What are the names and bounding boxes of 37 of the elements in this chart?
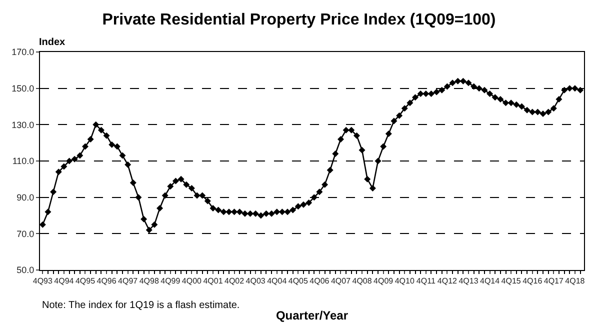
x-tick-label: 4Q10: [394, 276, 415, 286]
x-tick-label: 4Q03: [246, 276, 266, 286]
x-tick-label: 4Q93: [32, 276, 53, 286]
y-tick-label: 150.0: [12, 83, 34, 94]
x-tick-label: 4Q97: [118, 276, 138, 286]
x-tick-label: 4Q09: [374, 276, 394, 286]
chart-title: Private Residential Property Price Index (1Q09=100): [102, 11, 496, 28]
text: Note: The index for 1Q19 is a flash estimate.: [42, 300, 240, 311]
x-tick-label: 4Q17: [544, 276, 564, 286]
x-tick-label: 4Q98: [139, 276, 160, 286]
x-tick-label: 4Q02: [224, 276, 245, 286]
x-axis-title: Quarter/Year: [276, 308, 348, 322]
y-axis-title: Index: [39, 37, 66, 48]
y-tick-label: 50.0: [16, 265, 34, 276]
x-tick-label: 4Q94: [54, 276, 74, 286]
x-tick-label: 4Q14: [480, 276, 500, 286]
y-tick-label: 110.0: [12, 156, 34, 166]
x-tick-label: 4Q12: [437, 276, 458, 286]
x-tick-label: 4Q13: [458, 276, 479, 286]
x-tick-label: 4Q06: [310, 276, 330, 286]
x-tick-label: 4Q05: [288, 276, 308, 286]
x-tick-label: 4Q08: [352, 276, 372, 286]
x-tick-label: 4Q99: [160, 276, 181, 286]
y-tick-label: 70.0: [16, 228, 34, 239]
x-tick-label: 4Q15: [501, 276, 522, 286]
x-tick-label: 4Q18: [565, 276, 586, 286]
x-tick-label: 4Q16: [522, 276, 543, 286]
x-tick-label: 4Q11: [416, 276, 436, 286]
x-tick-label: 4Q07: [330, 276, 352, 286]
x-tick-label: 4Q04: [267, 276, 288, 286]
x-tick-label: 4Q01: [203, 276, 224, 286]
y-tick-label: 170.0: [12, 47, 34, 58]
y-tick-label: 90.0: [16, 192, 34, 202]
x-tick-label: 4Q96: [96, 276, 117, 286]
y-tick-label: 130.0: [12, 120, 34, 130]
x-tick-label: 4Q95: [75, 276, 96, 286]
x-tick-label: 4Q00: [182, 276, 202, 286]
